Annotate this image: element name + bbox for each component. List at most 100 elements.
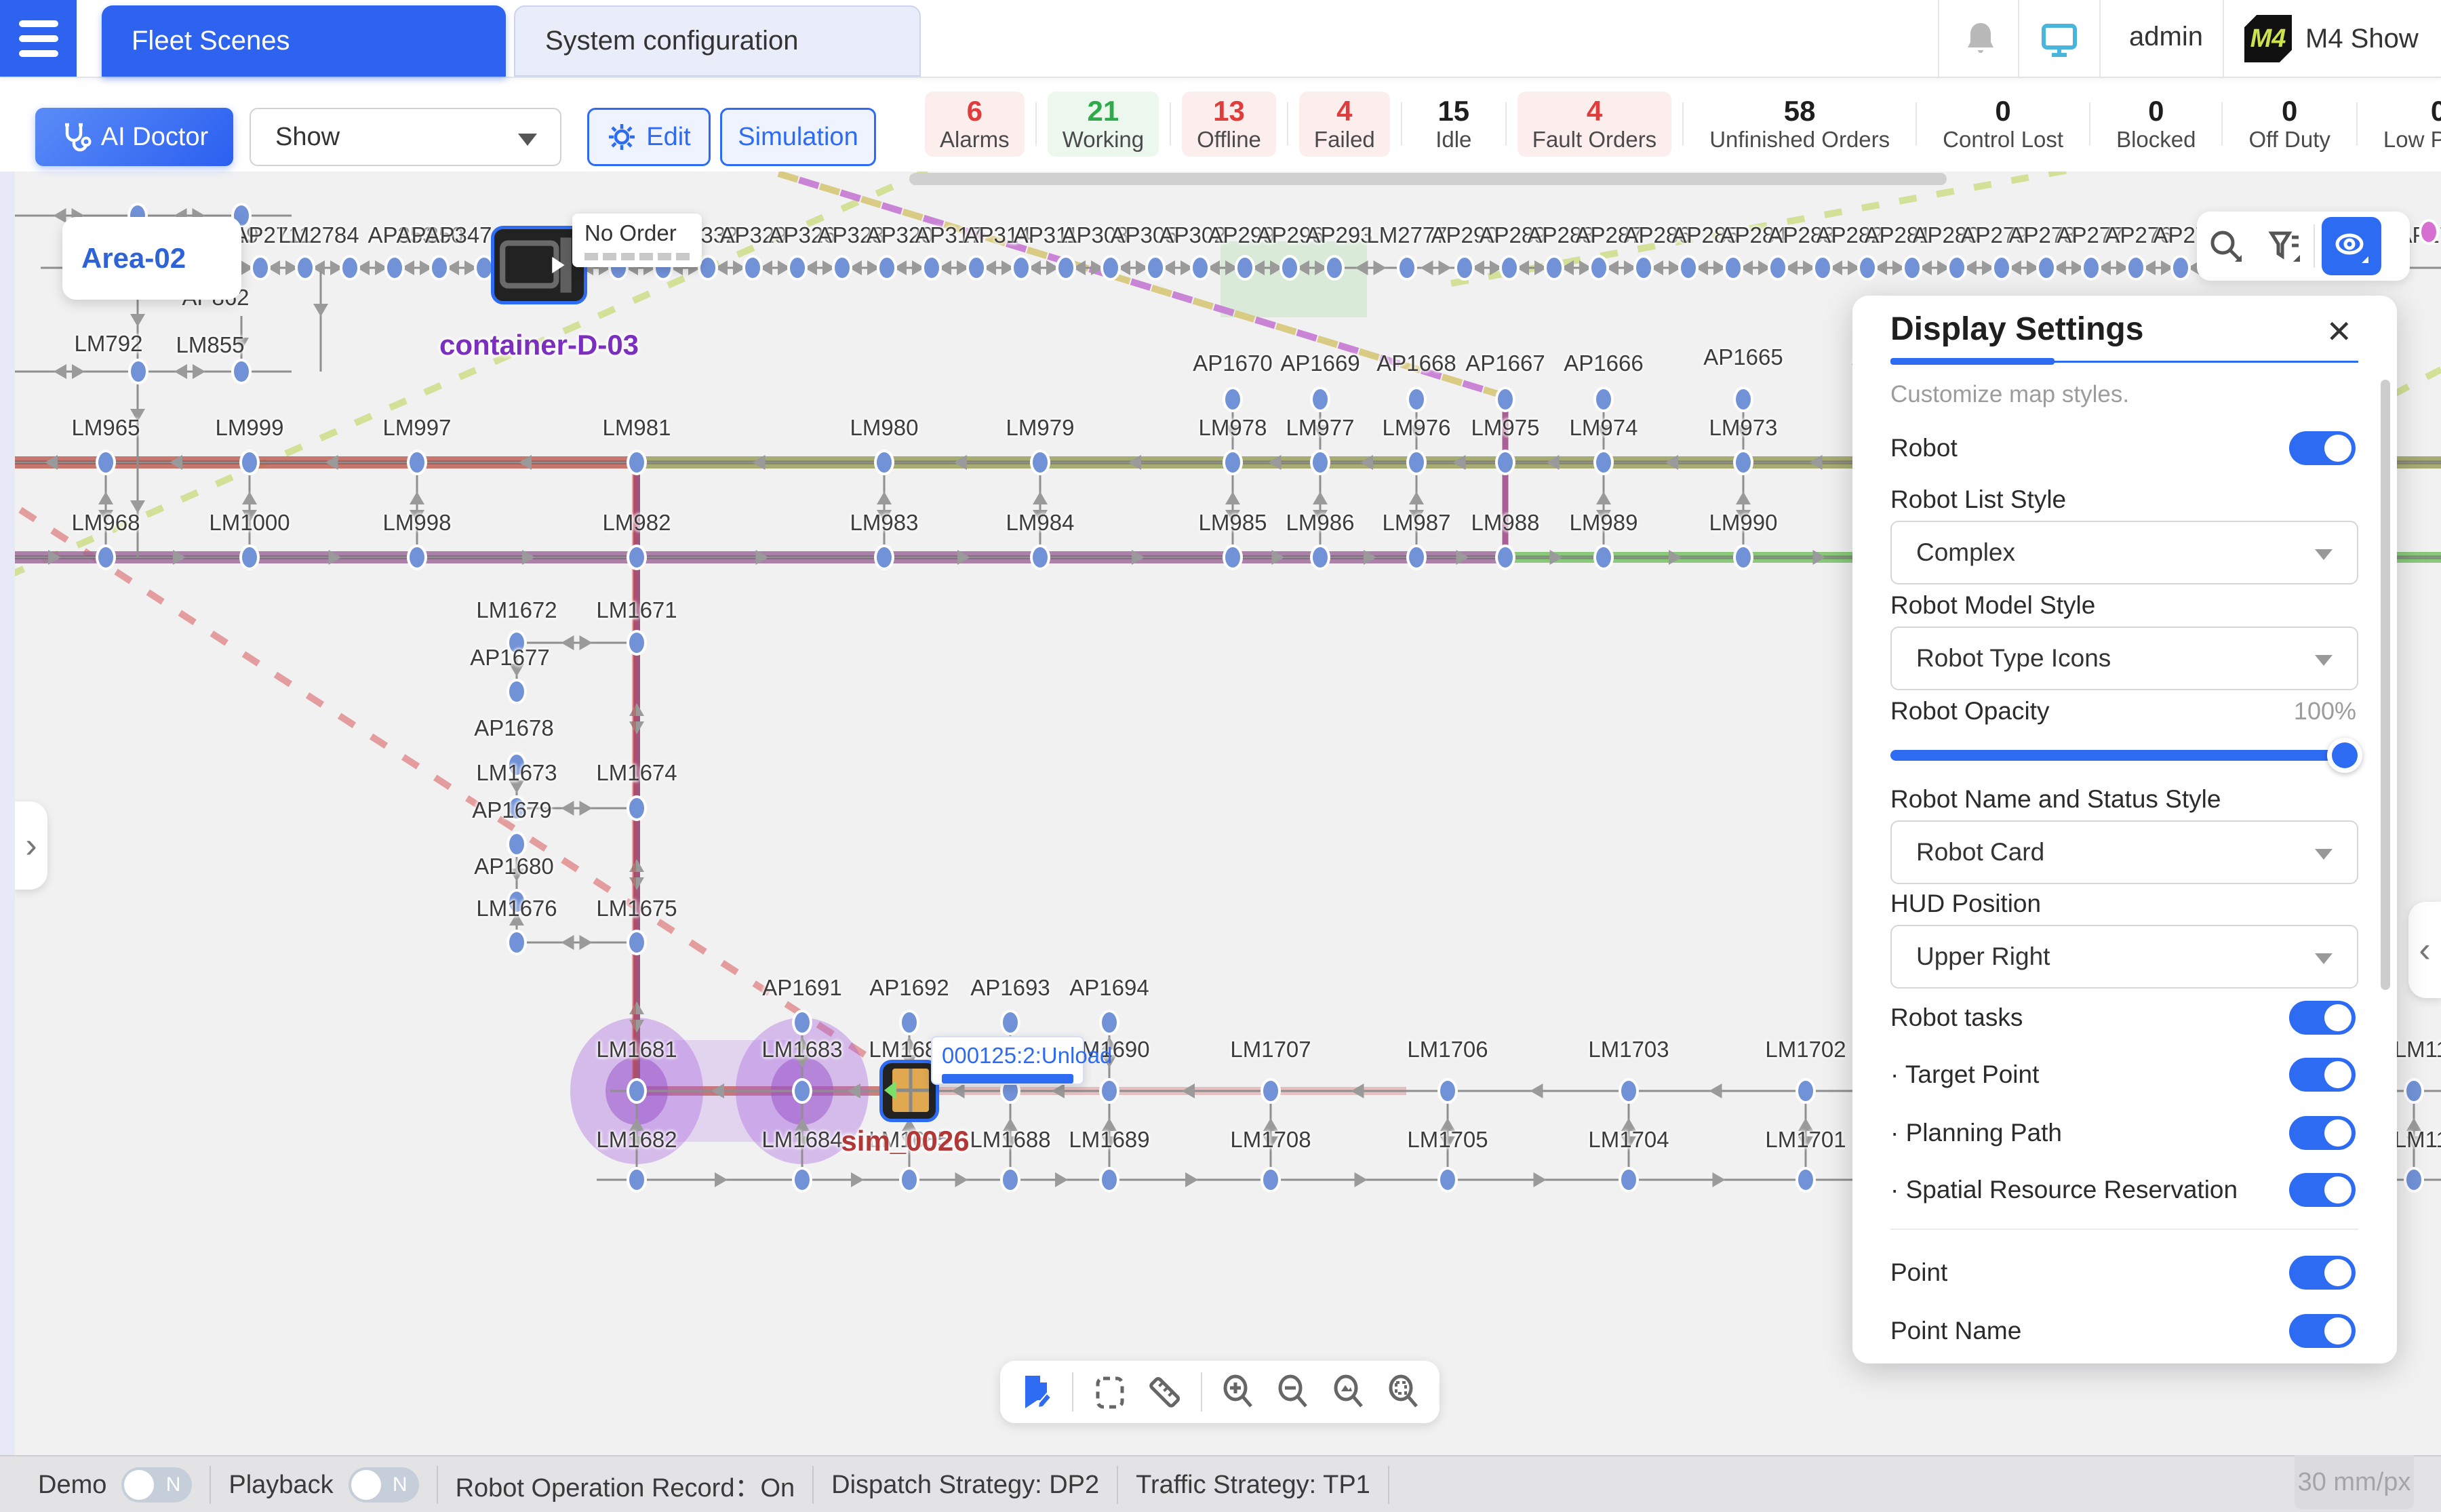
annotate-document-icon[interactable]	[1017, 1373, 1055, 1411]
map-node[interactable]	[2170, 255, 2191, 281]
map-node[interactable]	[1000, 1167, 1020, 1193]
map-node[interactable]	[1056, 255, 1076, 281]
map-node[interactable]	[1099, 1010, 1119, 1035]
map-node[interactable]	[1593, 450, 1614, 475]
map-node[interactable]	[1733, 386, 1753, 412]
status-counter-blocked[interactable]: 0 Blocked	[2101, 92, 2210, 157]
display-settings-eye-button[interactable]	[2322, 217, 2381, 275]
map-node[interactable]	[1437, 1078, 1458, 1104]
map-node[interactable]	[1795, 1167, 1816, 1193]
edit-button[interactable]: Edit	[587, 108, 711, 166]
map-node[interactable]	[239, 450, 260, 475]
status-counter-offline[interactable]: 13 Offline	[1182, 92, 1276, 157]
map-node[interactable]	[1223, 544, 1243, 570]
area-label-chip[interactable]: Area-02	[62, 217, 241, 300]
map-node[interactable]	[1947, 255, 1967, 281]
map-node[interactable]	[1099, 1078, 1119, 1104]
toggle-on[interactable]	[2289, 1001, 2356, 1035]
show-dropdown[interactable]: Show	[250, 108, 561, 166]
ai-doctor-button[interactable]: AI Doctor	[35, 108, 233, 166]
map-node[interactable]	[627, 1078, 647, 1104]
status-counter-failed[interactable]: 4 Failed	[1298, 92, 1390, 157]
expand-left-panel-button[interactable]: ›	[15, 801, 47, 890]
map-node[interactable]	[1589, 255, 1609, 281]
map-node[interactable]	[1397, 255, 1417, 281]
map-node[interactable]	[792, 1167, 812, 1193]
map-node[interactable]	[507, 930, 527, 955]
map-node[interactable]	[1000, 1010, 1020, 1035]
map-node[interactable]	[1495, 386, 1515, 412]
zoom-fit-image-icon[interactable]	[1330, 1373, 1368, 1411]
map-node[interactable]	[874, 544, 894, 570]
map-node[interactable]	[1437, 1167, 1458, 1193]
map-node[interactable]	[1310, 544, 1330, 570]
user-name[interactable]: admin	[2129, 22, 2203, 52]
map-node[interactable]	[1011, 255, 1031, 281]
map-node[interactable]	[2126, 255, 2146, 281]
map-node[interactable]	[96, 450, 116, 475]
map-node[interactable]	[384, 255, 405, 281]
panel-scrollbar[interactable]	[2381, 380, 2390, 990]
status-counter-idle[interactable]: 15 Idle	[1413, 92, 1494, 157]
notifications-bell-icon[interactable]	[1961, 19, 2000, 62]
playback-toggle[interactable]: N	[348, 1467, 419, 1503]
map-node[interactable]	[627, 1167, 647, 1193]
robot-task-card[interactable]: 000125:2:Unload	[931, 1036, 1112, 1085]
map-node[interactable]	[1235, 255, 1255, 281]
map-node[interactable]	[874, 450, 894, 475]
map-node[interactable]	[250, 255, 271, 281]
map-node[interactable]	[627, 930, 647, 955]
toggle-on[interactable]	[2289, 1116, 2356, 1150]
map-node[interactable]	[1723, 255, 1743, 281]
map-node[interactable]	[507, 679, 527, 704]
map-node[interactable]	[1593, 544, 1614, 570]
slider-knob[interactable]	[2327, 738, 2362, 773]
map-node[interactable]	[742, 255, 763, 281]
status-counter-alarms[interactable]: 6 Alarms	[925, 92, 1025, 157]
map-node[interactable]	[295, 255, 315, 281]
map-node[interactable]	[1633, 255, 1654, 281]
map-node[interactable]	[966, 255, 987, 281]
tab-system-configuration[interactable]: System configuration	[514, 5, 921, 77]
map-node[interactable]	[2036, 255, 2057, 281]
map-node[interactable]	[1406, 450, 1427, 475]
close-icon[interactable]: ✕	[2326, 314, 2352, 349]
monitor-icon[interactable]	[2040, 20, 2079, 63]
map-node[interactable]	[1406, 544, 1427, 570]
tab-fleet-scenes[interactable]: Fleet Scenes	[102, 5, 506, 77]
toggle-on[interactable]	[2289, 1256, 2356, 1290]
counters-scrollbar[interactable]	[909, 173, 1947, 185]
map-node[interactable]	[407, 544, 427, 570]
map-node[interactable]	[627, 795, 647, 821]
map-node[interactable]	[429, 255, 450, 281]
opacity-slider[interactable]	[1890, 750, 2351, 761]
map-node[interactable]	[1857, 255, 1878, 281]
map-node[interactable]	[2404, 1078, 2424, 1104]
map-node[interactable]	[1261, 1078, 1281, 1104]
status-counter-control-lost[interactable]: 0 Control Lost	[1928, 92, 2078, 157]
map-node[interactable]	[2081, 255, 2101, 281]
map-node[interactable]	[1768, 255, 1788, 281]
simulation-button[interactable]: Simulation	[720, 108, 876, 166]
map-node[interactable]	[877, 255, 897, 281]
map-node[interactable]	[1223, 450, 1243, 475]
map-node[interactable]	[1030, 450, 1050, 475]
map-node[interactable]	[2404, 1167, 2424, 1193]
select-robot-model-style[interactable]: Robot Type Icons	[1890, 626, 2358, 690]
map-node[interactable]	[787, 255, 808, 281]
map-node[interactable]	[792, 1010, 812, 1035]
map-node[interactable]	[96, 544, 116, 570]
map-node[interactable]	[627, 630, 647, 656]
map-node[interactable]	[1406, 386, 1427, 412]
map-node[interactable]	[128, 359, 148, 384]
map-node[interactable]	[2419, 219, 2439, 245]
map-node[interactable]	[1261, 1167, 1281, 1193]
map-node[interactable]	[1279, 255, 1300, 281]
map-node[interactable]	[1733, 450, 1753, 475]
map-node[interactable]	[1190, 255, 1210, 281]
map-node[interactable]	[1310, 450, 1330, 475]
map-node[interactable]	[1544, 255, 1564, 281]
map-node[interactable]	[1099, 1167, 1119, 1193]
select-robot-list-style[interactable]: Complex	[1890, 521, 2358, 584]
map-node[interactable]	[1223, 386, 1243, 412]
